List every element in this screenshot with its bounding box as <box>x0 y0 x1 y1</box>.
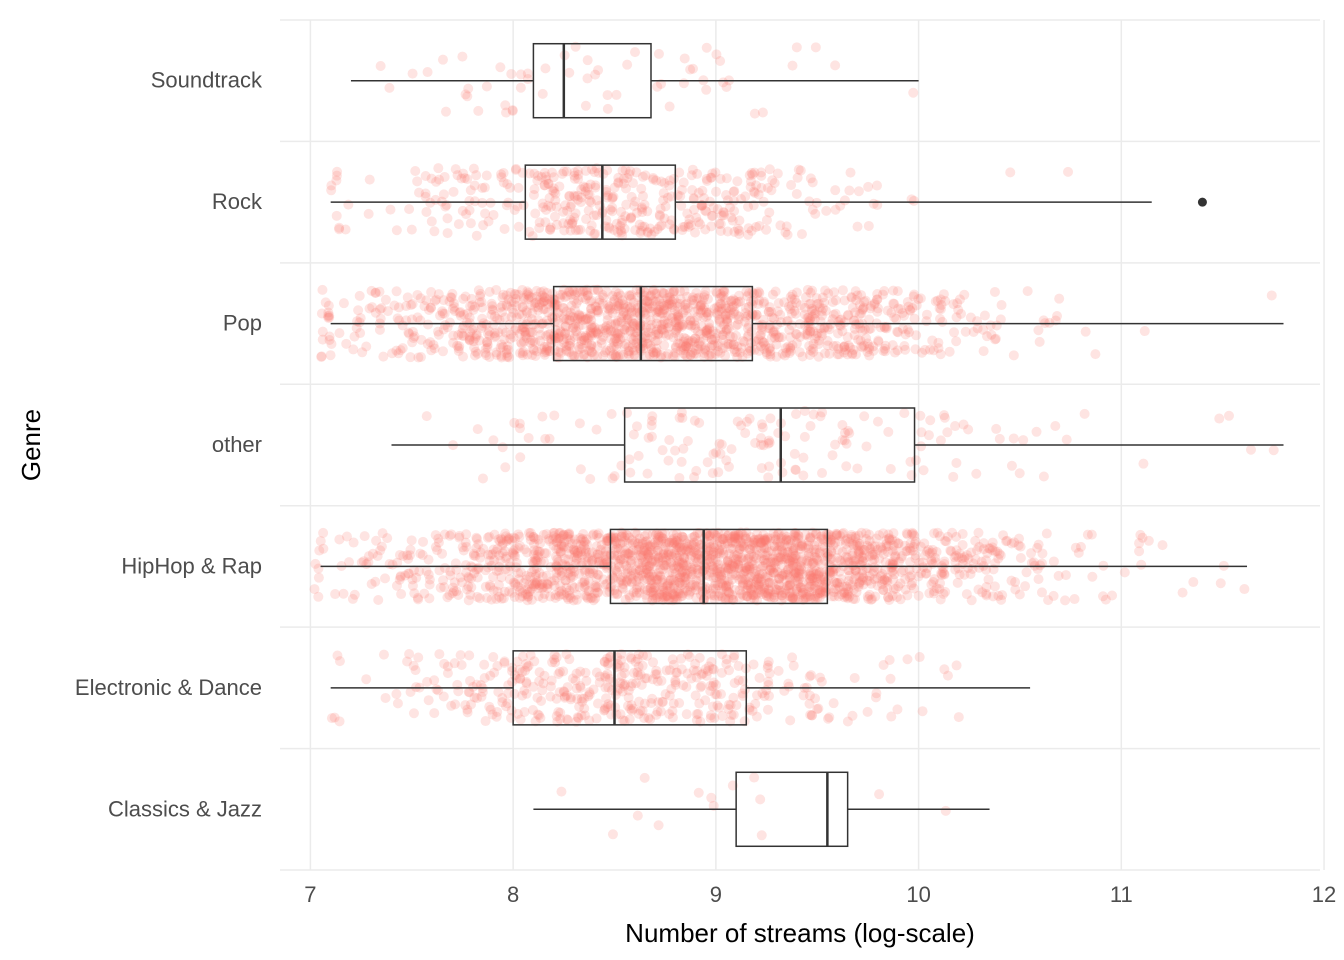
y-tick-label: Electronic & Dance <box>75 675 262 700</box>
x-tick-label: 12 <box>1312 882 1336 907</box>
boxplot-chart: 7 8 9 10 11 12 Soundtrack Rock Pop other HipHop & … <box>0 0 1344 960</box>
y-tick-label: Rock <box>212 189 263 214</box>
x-tick-label: 10 <box>906 882 930 907</box>
x-axis-label: Number of streams (log-scale) <box>625 918 975 948</box>
y-tick-label: Soundtrack <box>151 68 263 93</box>
x-tick-label: 8 <box>507 882 519 907</box>
x-tick-label: 11 <box>1110 882 1133 907</box>
y-tick-label: Pop <box>223 311 262 336</box>
y-tick-label: other <box>212 432 262 457</box>
y-tick-label: Classics & Jazz <box>108 796 262 821</box>
y-tick-label: HipHop & Rap <box>121 553 262 578</box>
y-axis-label: Genre <box>16 409 46 481</box>
x-tick-label: 9 <box>710 882 722 907</box>
x-tick-label: 7 <box>304 882 316 907</box>
